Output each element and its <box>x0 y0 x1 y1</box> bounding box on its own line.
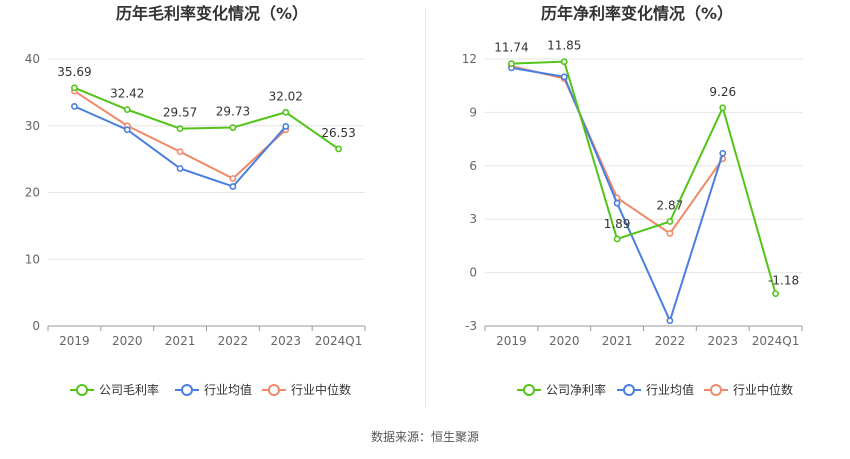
legend-marker <box>181 384 193 396</box>
data-point <box>71 84 78 92</box>
chart-title: 历年毛利率变化情况（%） <box>116 4 308 23</box>
y-tick-label: 6 <box>469 159 477 173</box>
data-point <box>176 148 184 156</box>
y-tick-label: 0 <box>469 266 477 280</box>
y-tick-label: 12 <box>462 52 477 66</box>
data-point <box>282 123 290 130</box>
data-label: 26.53 <box>321 126 355 140</box>
data-label: 1.89 <box>604 217 631 231</box>
legend-marker <box>523 384 535 396</box>
x-tick-label: 2019 <box>496 334 527 348</box>
legend-label: 公司毛利率 <box>99 382 159 397</box>
data-label: 29.73 <box>216 105 250 119</box>
x-tick-label: 2021 <box>602 334 633 348</box>
x-tick-label: 2020 <box>112 334 143 348</box>
data-label: 11.85 <box>547 39 581 53</box>
x-tick-label: 2023 <box>270 334 301 348</box>
data-point <box>282 108 290 116</box>
legend-marker <box>268 384 280 396</box>
legend-marker <box>76 384 88 396</box>
data-point <box>772 290 779 298</box>
data-point <box>719 104 727 112</box>
data-point <box>508 60 515 68</box>
x-tick-label: 2024Q1 <box>315 334 363 348</box>
x-tick-label: 2024Q1 <box>752 334 800 348</box>
data-label: 2.87 <box>657 199 684 213</box>
gross-margin-chart: 历年毛利率变化情况（%） 0 10 20 30 40 2019 2020 2021 2022 202… <box>25 4 366 397</box>
data-point <box>335 145 342 153</box>
data-point <box>613 235 621 243</box>
data-point <box>613 199 621 207</box>
y-tick-label: 20 <box>25 186 40 200</box>
series-line <box>74 86 340 150</box>
data-point <box>229 124 237 131</box>
data-point <box>176 125 184 133</box>
data-point <box>123 106 131 113</box>
y-tick-label: 3 <box>469 212 477 226</box>
data-point <box>719 149 727 157</box>
legend-label: 行业均值 <box>204 382 252 397</box>
panel-divider <box>425 8 426 408</box>
legend-marker <box>710 384 722 396</box>
y-tick-label: -3 <box>465 319 477 333</box>
chart-title: 历年净利率变化情况（%） <box>541 4 733 23</box>
legend-label: 行业中位数 <box>733 382 793 397</box>
y-tick-label: 40 <box>25 52 40 66</box>
x-tick-label: 2021 <box>165 334 196 348</box>
series-line <box>511 60 777 294</box>
data-point <box>560 58 568 66</box>
legend-marker <box>623 384 635 396</box>
data-label: 29.57 <box>163 106 197 120</box>
x-tick-label: 2022 <box>218 334 249 348</box>
data-point <box>229 175 237 182</box>
x-tick-label: 2019 <box>59 334 90 348</box>
data-point <box>560 73 568 81</box>
data-point <box>176 165 184 172</box>
series-line <box>511 65 724 235</box>
legend-label: 行业中位数 <box>291 382 351 397</box>
data-label: 11.74 <box>494 41 528 55</box>
y-tick-label: 30 <box>25 119 40 133</box>
x-tick-label: 2022 <box>655 334 686 348</box>
data-label: 9.26 <box>709 85 736 99</box>
y-tick-label: 10 <box>25 252 40 266</box>
x-tick-label: 2023 <box>707 334 738 348</box>
y-tick-label: 9 <box>469 105 477 119</box>
data-source-note: 数据来源：恒生聚源 <box>370 430 479 444</box>
legend-label: 公司净利率 <box>546 382 606 397</box>
data-point <box>666 218 674 225</box>
legend-label: 行业均值 <box>646 382 694 397</box>
data-label: 32.02 <box>269 89 303 103</box>
data-label: 35.69 <box>57 65 91 79</box>
data-point <box>666 230 674 237</box>
data-point <box>229 183 237 190</box>
data-point <box>123 126 131 134</box>
y-tick-label: 0 <box>32 319 40 333</box>
data-point <box>71 102 78 110</box>
data-label: -1.18 <box>768 274 799 288</box>
data-point <box>666 317 674 325</box>
series-line <box>511 66 724 324</box>
net-margin-chart: 历年净利率变化情况（%） -3 0 3 6 9 12 2019 2020 2021 2022 2023… <box>462 4 803 397</box>
data-label: 32.42 <box>110 87 144 101</box>
x-tick-label: 2020 <box>549 334 580 348</box>
